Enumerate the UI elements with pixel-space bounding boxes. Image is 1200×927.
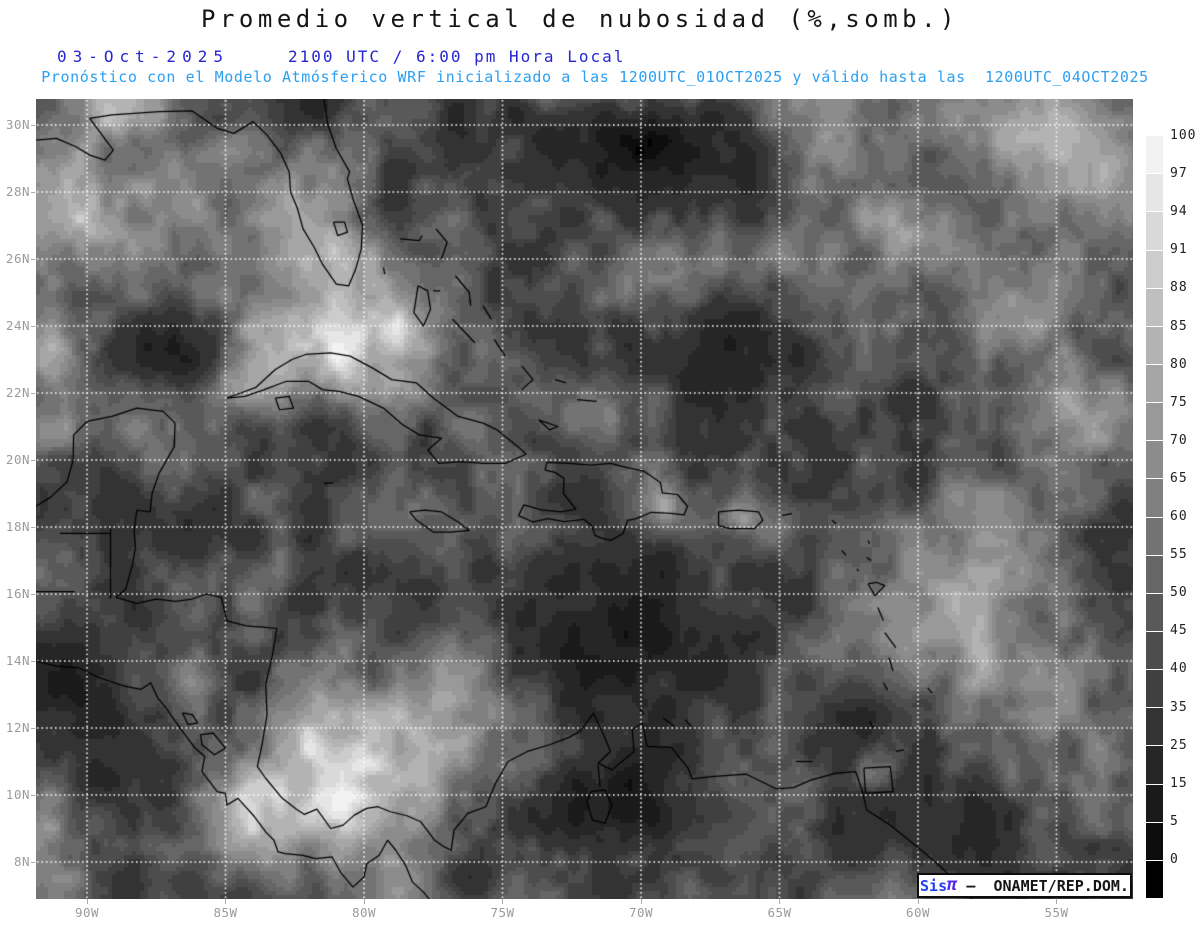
forecast-date: 03-Oct-2025	[57, 47, 229, 66]
colorbar-segment	[1146, 288, 1163, 327]
lon-label: 75W	[490, 905, 515, 920]
colorbar-label: 60	[1170, 509, 1188, 525]
colorbar-label: 70	[1170, 432, 1188, 448]
colorbar-segment	[1146, 136, 1163, 175]
colorbar-label: 85	[1170, 318, 1188, 334]
lon-tick	[86, 899, 88, 904]
colorbar-segment	[1146, 860, 1163, 898]
colorbar-segment	[1146, 746, 1163, 785]
forecast-time: 2100 UTC / 6:00 pm Hora Local	[288, 47, 626, 66]
lat-tick	[31, 727, 35, 729]
pi-icon: π	[947, 875, 958, 895]
lat-label: 16N	[5, 585, 30, 601]
lon-label: 85W	[213, 905, 238, 920]
colorbar-label: 0	[1170, 851, 1179, 867]
lon-label: 80W	[351, 905, 377, 920]
colorbar-segment	[1146, 479, 1163, 518]
colorbar-segment	[1146, 364, 1163, 404]
colorbar-label: 40	[1170, 661, 1188, 677]
watermark-brand: Sis	[920, 876, 948, 895]
colorbar-segment	[1146, 212, 1163, 251]
lat-label: 26N	[5, 250, 30, 266]
colorbar-segment	[1146, 174, 1163, 213]
colorbar-segment	[1146, 555, 1163, 594]
lon-tick	[1056, 899, 1058, 904]
lon-tick	[779, 899, 781, 904]
lon-label: 70W	[628, 905, 654, 920]
lat-label: 20N	[5, 451, 30, 467]
lat-label: 12N	[5, 719, 30, 735]
lat-tick	[31, 392, 35, 394]
colorbar-label: 97	[1170, 166, 1188, 182]
colorbar-label: 80	[1170, 356, 1188, 372]
lat-label: 10N	[5, 786, 30, 802]
lon-tick	[917, 899, 919, 904]
colorbar-segment	[1146, 593, 1163, 632]
colorbar	[1146, 98, 1163, 898]
colorbar-label: 5	[1170, 813, 1179, 829]
lat-label: 18N	[5, 518, 30, 534]
lat-label: 22N	[5, 384, 30, 400]
colorbar-segment	[1146, 784, 1163, 823]
lat-tick	[31, 861, 35, 863]
lat-tick	[31, 660, 35, 662]
lat-tick	[31, 258, 35, 260]
colorbar-segment	[1146, 631, 1163, 671]
lon-label: 90W	[74, 905, 100, 920]
watermark-org: – ONAMET/REP.DOM.	[957, 876, 1129, 895]
lat-tick	[31, 191, 35, 193]
colorbar-label: 15	[1170, 775, 1188, 791]
lat-tick	[31, 794, 35, 796]
colorbar-label: 100	[1170, 128, 1197, 144]
lon-tick	[640, 899, 642, 904]
lat-label: 8N	[13, 853, 30, 869]
lat-tick	[31, 124, 35, 126]
colorbar-label: 94	[1170, 204, 1188, 220]
lat-label: 14N	[5, 652, 30, 668]
colorbar-segment	[1146, 250, 1163, 289]
colorbar-label: 50	[1170, 585, 1188, 601]
lon-label: 55W	[1044, 905, 1069, 920]
lon-label: 60W	[905, 905, 931, 920]
lat-label: 24N	[5, 317, 30, 333]
map-area	[36, 99, 1133, 899]
colorbar-segment	[1146, 403, 1163, 442]
colorbar-label: 25	[1170, 737, 1188, 753]
colorbar-label: 35	[1170, 699, 1188, 715]
lon-tick	[502, 899, 504, 904]
colorbar-segment	[1146, 670, 1163, 709]
colorbar-segment	[1146, 441, 1163, 480]
colorbar-label: 75	[1170, 394, 1188, 410]
lon-label: 65W	[767, 905, 792, 920]
colorbar-segment	[1146, 822, 1163, 861]
colorbar-label: 91	[1170, 242, 1188, 258]
watermark-box: Sis π – ONAMET/REP.DOM.	[917, 873, 1132, 898]
lon-tick	[363, 899, 365, 904]
colorbar-segment	[1146, 708, 1163, 747]
colorbar-label: 45	[1170, 623, 1188, 639]
lon-tick	[225, 899, 227, 904]
lat-label: 30N	[5, 116, 30, 132]
lat-tick	[31, 459, 35, 461]
lat-tick	[31, 526, 35, 528]
lat-tick	[31, 593, 35, 595]
colorbar-segment	[1146, 326, 1163, 365]
colorbar-segment	[1146, 517, 1163, 556]
colorbar-segment	[1146, 98, 1163, 137]
colorbar-label: 55	[1170, 547, 1188, 563]
colorbar-label: 65	[1170, 470, 1188, 486]
colorbar-label: 88	[1170, 280, 1188, 296]
cloud-cover-map-canvas	[36, 99, 1133, 899]
lat-tick	[31, 325, 35, 327]
page-title: Promedio vertical de nubosidad (%,somb.)	[201, 5, 959, 33]
model-info-line: Pronóstico con el Modelo Atmósferico WRF…	[41, 68, 1149, 86]
lat-label: 28N	[5, 183, 30, 199]
